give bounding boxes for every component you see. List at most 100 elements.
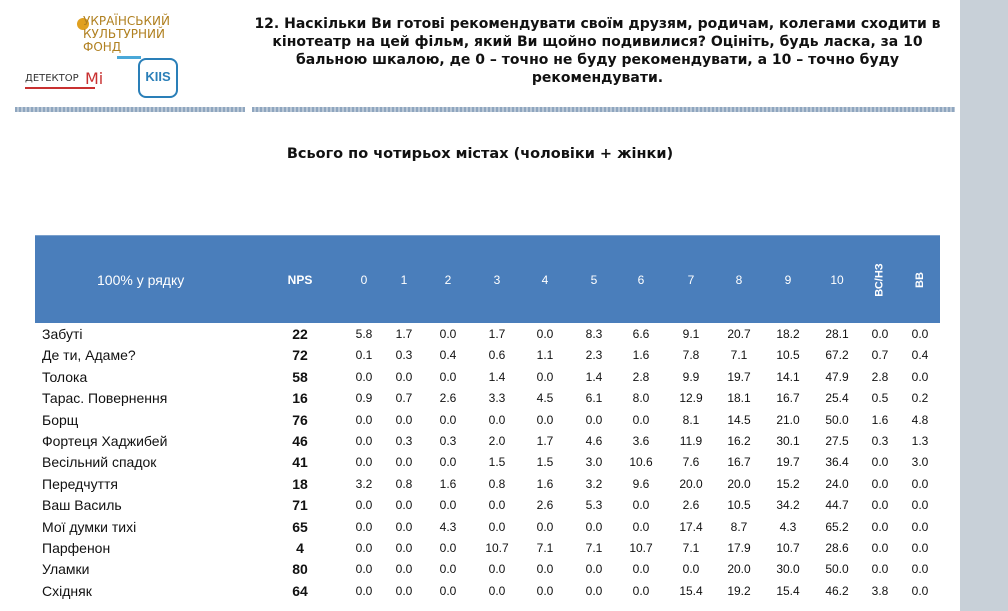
row-percent-value: 4.3 [439,519,457,534]
table-row: Весільний спадок 41 0.0 0.0 0.0 1.5 1.5 3.0 10.6… [35,451,940,472]
col-header-9: 9 [784,272,792,287]
row-percent-value: 7.1 [536,541,554,555]
row-percent-value: 0.8 [395,476,413,491]
col-header-refused-label: ВВ [913,271,926,288]
row-percent-value: 0.0 [911,327,929,341]
table-row: Борщ 76 0.0 0.0 0.0 0.0 0.0 0.0 0.0 8.1 14.5 21.0 50… [35,409,940,430]
row-percent-value: 1.4 [585,369,603,384]
row-percent-value: 0.0 [355,434,373,448]
row-nps-value: 58 [292,368,308,385]
col-header-6: 6 [637,272,645,287]
row-percent-value: 3.2 [355,476,373,491]
logo-mark-icon [77,18,89,30]
row-percent-value: 0.0 [439,412,457,427]
row-percent-value: 0.3 [439,434,457,448]
row-percent-value: 0.3 [395,348,413,363]
row-percent-value: 18.2 [776,327,800,341]
row-percent-value: 0.0 [911,519,929,534]
row-percent-value: 8.0 [632,391,650,406]
table-row: Де ти, Адаме? 72 0.1 0.3 0.4 0.6 1.1 2.3 1.6 7.8 7… [35,344,940,365]
col-header-dk: ВС/НЗ [860,236,900,323]
row-percent-value: 10.6 [629,455,653,470]
row-percent-value: 0.4 [911,348,929,363]
row-percent-value: 0.0 [632,412,650,427]
row-percent-value: 15.4 [679,583,703,598]
row-percent-value: 0.0 [439,369,457,384]
row-percent-value: 0.0 [439,498,457,513]
row-percent-value: 0.0 [395,519,413,534]
row-percent-value: 0.0 [911,498,929,513]
row-percent-value: 0.0 [536,562,554,577]
row-percent-value: 0.0 [536,327,554,341]
row-percent-value: 0.0 [488,412,506,427]
row-percent-value: 0.5 [871,391,889,406]
row-percent-value: 8.7 [730,519,748,534]
row-film-name: Борщ [42,411,79,428]
table-row: Уламки 80 0.0 0.0 0.0 0.0 0.0 0.0 0.0 0.0 20.0 30.0… [35,558,940,579]
row-nps-value: 72 [292,347,308,364]
row-percent-value: 7.6 [682,455,700,470]
logo-bars-icon [117,56,141,59]
col-header-0: 0 [360,272,368,287]
row-percent-value: 34.2 [776,498,800,513]
row-percent-value: 20.0 [727,476,751,491]
row-percent-value: 11.9 [679,434,703,448]
row-percent-value: 16.2 [727,434,751,448]
col-header-refused: ВВ [900,236,940,323]
row-percent-value: 7.8 [682,348,700,363]
row-percent-value: 9.9 [682,369,700,384]
table-row: Ваш Василь 71 0.0 0.0 0.0 0.0 2.6 5.3 0.0 2.6 10.5… [35,494,940,515]
row-percent-value: 0.0 [911,583,929,598]
row-percent-value: 17.9 [727,541,751,555]
row-percent-value: 0.0 [355,498,373,513]
row-nps-value: 64 [292,582,308,599]
row-percent-value: 10.7 [776,541,800,555]
row-percent-value: 17.4 [679,519,703,534]
row-percent-value: 20.7 [727,327,751,341]
row-percent-value: 46.2 [825,583,849,598]
row-percent-value: 2.6 [536,498,554,513]
row-percent-value: 0.1 [355,348,373,363]
row-percent-value: 0.0 [355,519,373,534]
row-percent-value: 0.0 [585,412,603,427]
row-percent-value: 2.6 [682,498,700,513]
row-percent-value: 0.0 [536,412,554,427]
row-percent-value: 6.1 [585,391,603,406]
row-percent-value: 0.7 [871,348,889,363]
row-percent-value: 67.2 [825,348,849,363]
row-percent-value: 0.7 [395,391,413,406]
row-percent-value: 10.5 [776,348,800,363]
table-row: Тарас. Повернення 16 0.9 0.7 2.6 3.3 4.5 6.1 8.0… [35,387,940,408]
row-percent-value: 19.7 [727,369,751,384]
col-header-4: 4 [541,272,549,287]
col-header-7: 7 [687,272,695,287]
row-percent-value: 3.6 [632,434,650,448]
row-percent-value: 19.7 [776,455,800,470]
row-percent-value: 0.0 [632,498,650,513]
row-percent-value: 0.2 [911,391,929,406]
table-row: Парфенон 4 0.0 0.0 0.0 10.7 7.1 7.1 10.7 7.1 17.9 1… [35,537,940,558]
row-percent-value: 0.0 [536,519,554,534]
col-header-dk-label: ВС/НЗ [874,262,886,297]
row-nps-value: 22 [292,326,308,342]
row-nps-value: 4 [296,540,304,556]
row-nps-value: 65 [292,518,308,535]
row-percent-value: 14.5 [727,412,751,427]
row-percent-value: 0.0 [355,412,373,427]
row-percent-value: 47.9 [825,369,849,384]
question-title: 12. Наскільки Ви готові рекомендувати св… [254,16,941,86]
row-film-name: Де ти, Адаме? [42,347,136,364]
row-percent-value: 0.0 [632,583,650,598]
row-percent-value: 20.0 [727,562,751,577]
row-percent-value: 0.0 [632,562,650,577]
table-row: Фортеця Хаджибей 46 0.0 0.3 0.3 2.0 1.7 4.6 3.6 1… [35,430,940,451]
ukrainian-cultural-fund-logo: УКРАЇНСЬКИЙ КУЛЬТУРНИЙ ФОНД [75,12,170,64]
row-percent-value: 0.0 [355,455,373,470]
row-percent-value: 0.9 [355,391,373,406]
col-header-10: 10 [830,272,844,287]
row-film-name: Уламки [42,561,90,578]
row-percent-value: 0.0 [439,541,457,555]
row-percent-value: 36.4 [825,455,849,470]
row-percent-value: 3.2 [585,476,603,491]
detector-logo-underline [25,87,95,89]
